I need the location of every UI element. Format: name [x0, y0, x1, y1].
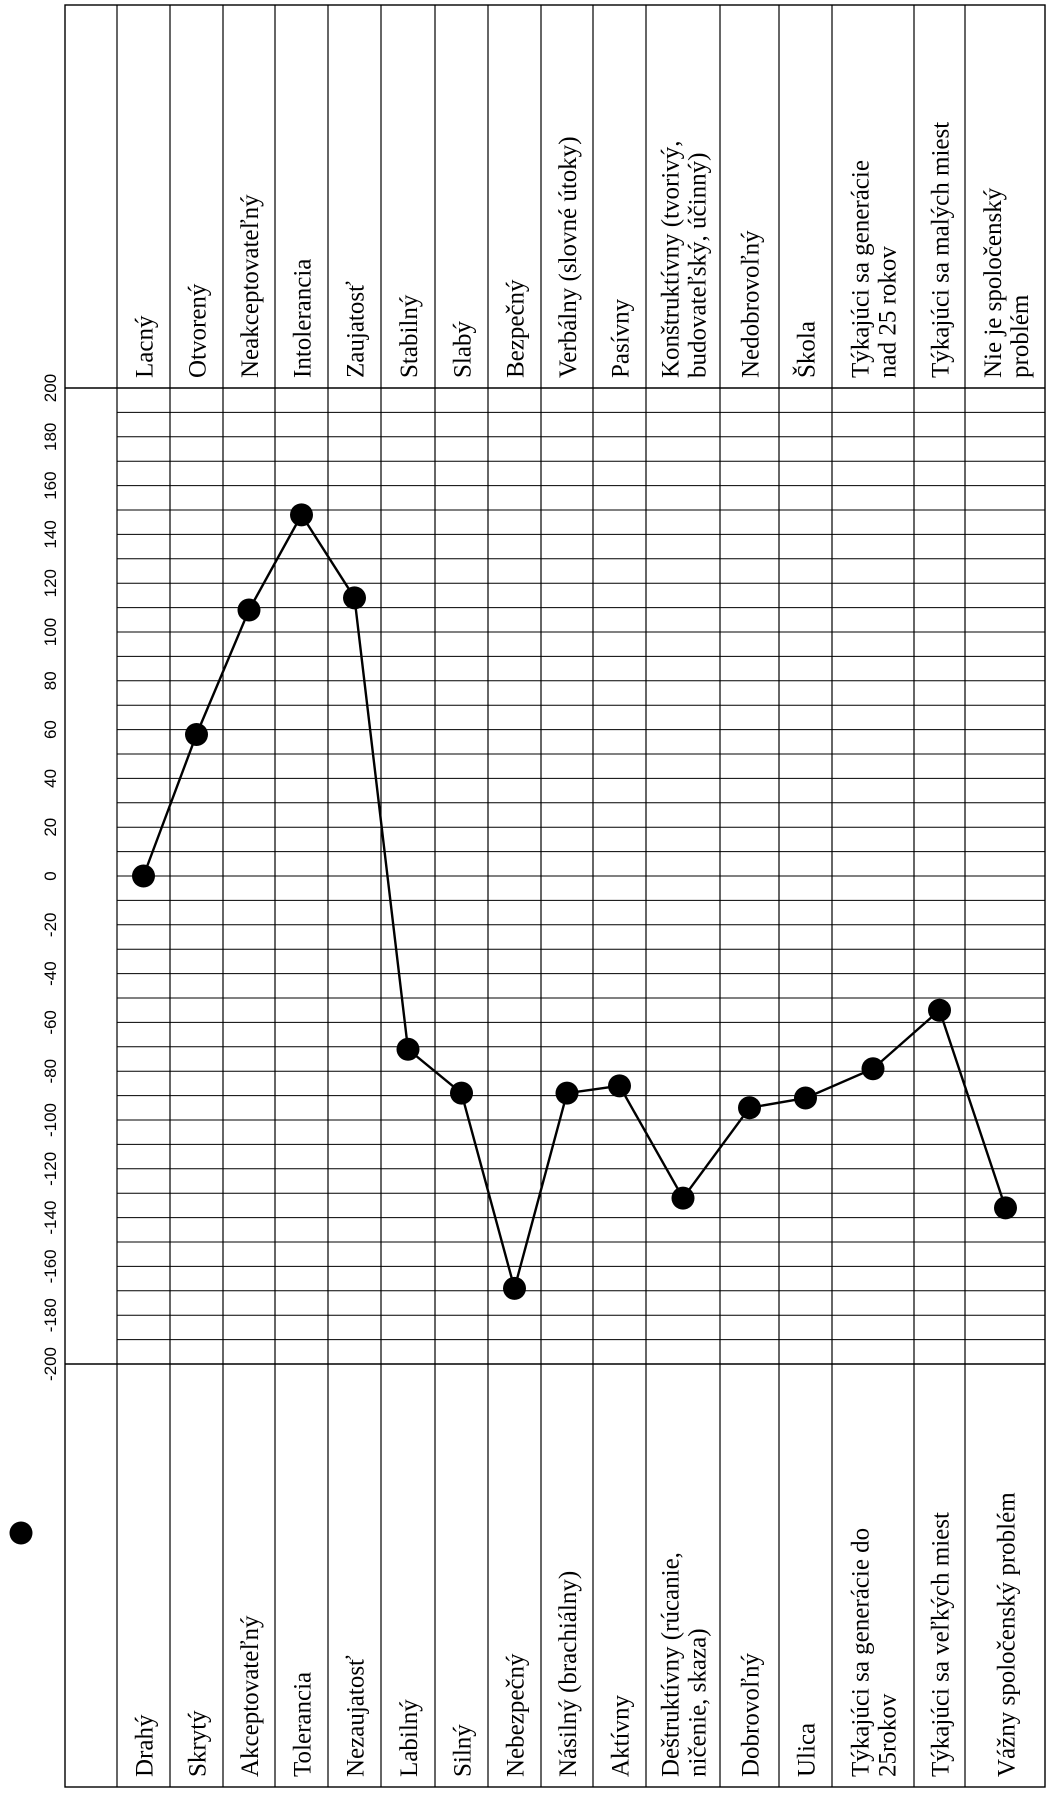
row-label-left: Silný [450, 1724, 477, 1777]
axis-tick-label: 20 [41, 818, 60, 837]
row-label-left: Aktívny [608, 1695, 635, 1777]
axis-tick-label: -180 [41, 1298, 60, 1332]
row-label-left: Ulica [794, 1723, 821, 1777]
row-label-right: Zaujatosť [343, 281, 370, 378]
axis-tick-label: 0 [41, 871, 60, 880]
row-label-right: Pasívny [608, 298, 635, 378]
data-point-5 [396, 1037, 420, 1061]
series-line [142, 512, 1007, 1293]
row-label-right: problém [1007, 294, 1034, 378]
axis-tick-label: 180 [41, 423, 60, 451]
row-label-left: Vážny spoločenský problém [994, 1492, 1021, 1777]
row-label-right: Bezpečný [503, 279, 530, 378]
data-point-7 [503, 1276, 526, 1300]
axis-tick-label: -100 [41, 1103, 60, 1137]
row-label-right: Neakceptovateľný [237, 194, 264, 378]
data-point-3 [290, 503, 313, 527]
axis-tick-label: -200 [41, 1347, 60, 1381]
row-label-left: Nebezpečný [503, 1653, 530, 1777]
legend-marker [9, 1521, 33, 1545]
row-label-left: Labilný [396, 1699, 423, 1777]
axis-tick-label: -40 [41, 961, 60, 986]
axis-tick-label: -120 [41, 1152, 60, 1186]
row-label-right: Nedobrovoľný [738, 230, 765, 378]
row-label-right: Nie je spoločenský [980, 187, 1007, 378]
axis-tick-label: 120 [41, 569, 60, 597]
data-point-11 [738, 1096, 761, 1120]
data-point-8 [555, 1081, 579, 1105]
data-point-15 [994, 1196, 1017, 1220]
axis-tick-label: -80 [41, 1059, 60, 1084]
row-label-right: Škola [792, 321, 821, 378]
row-label-right: Verbálny (slovné útoky) [555, 136, 582, 378]
row-label-left: Skrytý [185, 1710, 212, 1777]
axis-tick-label: 60 [41, 720, 60, 739]
axis-tick-label: 160 [41, 471, 60, 499]
axis-tick-label: -140 [41, 1201, 60, 1235]
axis-tick-label: -20 [41, 913, 60, 938]
data-point-13 [861, 1057, 885, 1081]
row-label-left: Akceptovateľný [237, 1615, 264, 1777]
axis-tick-label: -160 [41, 1249, 60, 1283]
row-label-right: Intolerancia [290, 259, 317, 378]
row-label-left: Dobrovoľný [738, 1652, 765, 1777]
axis-tick-label: 80 [41, 671, 60, 690]
row-label-left: Týkajúci sa veľkých miest [928, 1512, 955, 1777]
row-label-left: Týkajúci sa generácie do [848, 1528, 875, 1777]
axis-tick-label: 100 [41, 618, 60, 646]
row-label-right: Otvorený [185, 283, 212, 378]
chart-frame [64, 4, 1046, 1788]
row-label-left: Drahý [132, 1714, 159, 1777]
data-point-6 [450, 1081, 473, 1105]
data-point-2 [237, 598, 261, 622]
data-point-14 [928, 998, 951, 1022]
axis-tick-label: 200 [41, 374, 60, 402]
data-point-9 [608, 1074, 631, 1098]
row-label-right: Stabilný [396, 294, 423, 378]
data-point-0 [132, 864, 155, 888]
row-label-left: Násilný (brachiálny) [555, 1571, 582, 1777]
row-label-right: Lacný [132, 315, 159, 378]
data-point-4 [343, 586, 366, 610]
row-label-left: Tolerancia [290, 1672, 317, 1777]
row-label-right: nad 25 rokov [875, 246, 902, 378]
row-label-right: Konštruktívny (tvorivý, [658, 141, 685, 379]
row-label-right: Týkajúci sa malých miest [928, 122, 955, 378]
axis-tick-label: 140 [41, 520, 60, 548]
row-label-right: Slabý [450, 321, 477, 378]
row-label-left: 25rokov [875, 1693, 902, 1777]
row-label-left: Deštruktívny (rúcanie, [658, 1552, 685, 1777]
axis-tick-label: -60 [41, 1010, 60, 1035]
data-point-12 [794, 1086, 817, 1110]
axis-tick-label: 40 [41, 769, 60, 788]
row-label-right: Týkajúci sa generácie [848, 160, 875, 378]
row-label-left: Nezaujatosť [343, 1655, 370, 1777]
data-point-1 [185, 722, 208, 746]
row-label-right: budovateľský, účinný) [685, 153, 712, 378]
row-label-left: ničenie, skaza) [685, 1628, 712, 1777]
data-point-10 [671, 1186, 695, 1210]
